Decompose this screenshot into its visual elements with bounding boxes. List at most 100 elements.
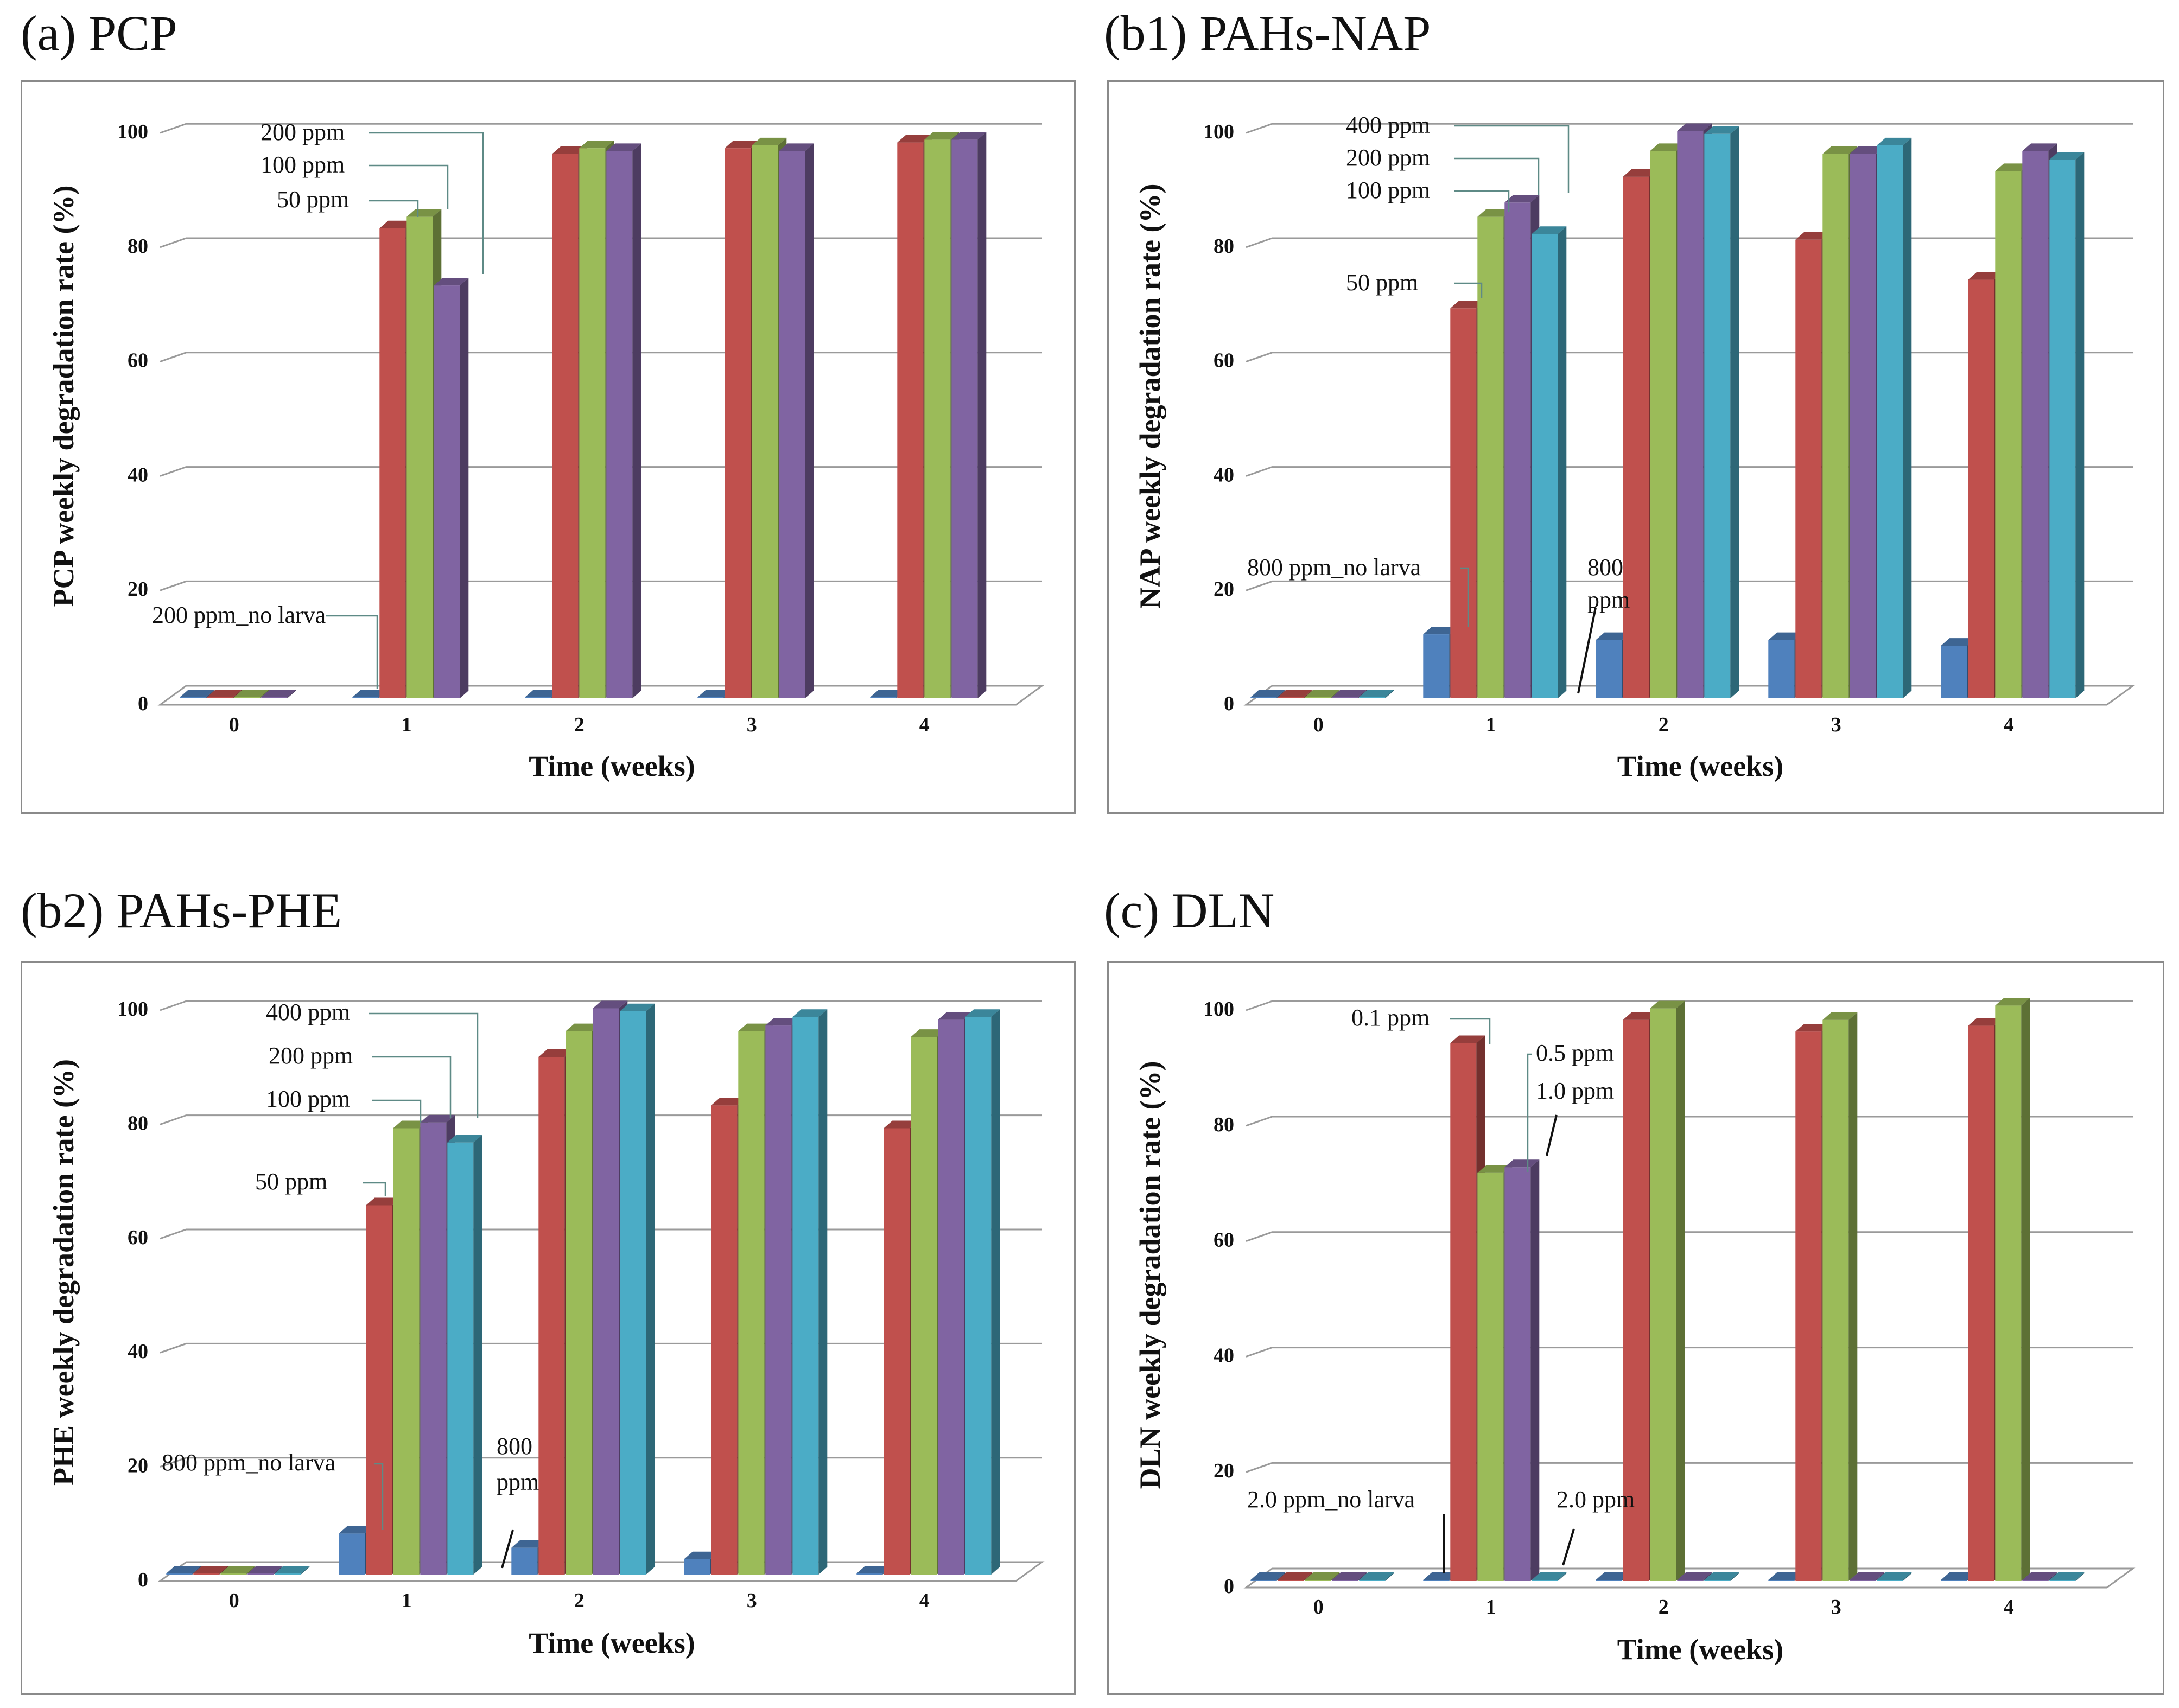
annotation-leader xyxy=(1527,1053,1532,1172)
bar-side xyxy=(2075,1572,2085,1581)
bar-top xyxy=(261,690,296,697)
gridline xyxy=(160,123,1042,134)
annotation-label: 800 ppm_no larva xyxy=(1247,554,1421,581)
bar-cyan xyxy=(1359,1572,1394,1581)
bar-top xyxy=(1532,226,1567,234)
bar-top xyxy=(1941,1572,1976,1580)
y-tick-label: 40 xyxy=(1214,1344,1234,1367)
x-tick-label: 4 xyxy=(919,1589,930,1612)
annotation-label: 2.0 ppm xyxy=(1557,1486,1635,1513)
x-axis-title: Time (weeks) xyxy=(1617,1633,1783,1666)
bar-side xyxy=(1331,1572,1340,1581)
bar-top xyxy=(697,690,733,697)
bar-front xyxy=(1423,634,1450,698)
x-tick-label: 2 xyxy=(574,713,585,736)
bar-front xyxy=(1968,1025,1994,1581)
bar-top xyxy=(1650,143,1685,151)
bar-front xyxy=(1650,1008,1676,1581)
bar-top xyxy=(938,1012,973,1020)
bar-top xyxy=(911,1029,946,1037)
bar-side xyxy=(1276,1572,1286,1581)
bar-cyan xyxy=(620,1003,655,1575)
x-tick-label: 4 xyxy=(919,713,930,736)
bar-top xyxy=(566,1023,601,1031)
bar-top xyxy=(951,132,987,140)
bar-purple xyxy=(1332,690,1367,698)
y-axis-title: DLN weekly degradation rate (%) xyxy=(1134,1061,1166,1489)
bar-side xyxy=(646,1003,655,1575)
bar-purple xyxy=(261,690,296,698)
bar-top xyxy=(166,1566,201,1573)
bar-top xyxy=(1677,123,1712,131)
bar-cyan xyxy=(1877,1572,1912,1581)
bar-top xyxy=(220,1566,256,1573)
bar-front xyxy=(620,1011,646,1575)
bar-top xyxy=(965,1009,1000,1017)
bar-side xyxy=(1358,690,1367,698)
bar-front xyxy=(684,1559,710,1575)
x-tick-label: 0 xyxy=(229,713,239,736)
bar-front xyxy=(1941,646,1967,698)
chart-nap: 0 20 40 60 80 100 0 1 2 3 4 Time (weeks) NAP weekly … xyxy=(1134,112,2136,782)
y-tick-label: 40 xyxy=(1214,463,1234,486)
bar-top xyxy=(1450,301,1485,309)
bar-top xyxy=(1795,1024,1831,1032)
y-axis-title: NAP weekly degradation rate (%) xyxy=(1134,184,1166,609)
bar-top xyxy=(538,1049,574,1057)
bar-front xyxy=(1450,308,1477,698)
y-tick-label: 0 xyxy=(138,692,148,715)
bar-front xyxy=(1332,697,1358,698)
bar-top xyxy=(1877,137,1912,145)
bar-front xyxy=(1995,1005,2022,1581)
bar-front xyxy=(897,142,924,698)
bar-front xyxy=(1504,1167,1531,1581)
bar-front xyxy=(1877,1580,1903,1581)
bar-top xyxy=(779,143,814,151)
bar-front xyxy=(752,145,778,698)
bar-top xyxy=(1477,1165,1513,1173)
bar-cyan xyxy=(275,1566,310,1575)
bar-top xyxy=(870,690,905,697)
bar-top xyxy=(1477,209,1513,217)
bar-side xyxy=(1903,1572,1912,1581)
bar-front xyxy=(606,151,633,698)
x-tick-label: 3 xyxy=(747,713,757,736)
bar-cyan xyxy=(447,1135,482,1575)
x-tick-label: 2 xyxy=(1659,713,1669,736)
annotation-leader xyxy=(501,1529,514,1569)
bar-front xyxy=(1995,171,2022,698)
bar-front xyxy=(193,1573,220,1575)
bar-side xyxy=(192,1566,201,1575)
bar-top xyxy=(2022,143,2057,151)
bar-front xyxy=(538,1056,565,1575)
annotation-leader xyxy=(1454,190,1510,212)
bar-side xyxy=(1558,1572,1567,1581)
bar-purple xyxy=(951,132,987,699)
x-tick-label: 1 xyxy=(1486,1596,1496,1618)
bar-top xyxy=(738,1023,773,1031)
bar-side xyxy=(1848,1012,1858,1581)
bar-front xyxy=(1677,1580,1704,1581)
y-tick-label: 60 xyxy=(1214,1229,1234,1252)
annotation-leader xyxy=(363,1182,386,1196)
bar-side xyxy=(1358,1572,1367,1581)
annotation-leader xyxy=(374,1463,384,1530)
bar-cyan xyxy=(1532,1572,1567,1581)
bar-front xyxy=(393,1128,420,1575)
bar-front xyxy=(856,1573,883,1575)
annotation-label: 100 ppm xyxy=(261,151,345,178)
bar-side xyxy=(301,1566,310,1575)
x-tick-label: 0 xyxy=(1313,1596,1324,1618)
x-tick-label: 4 xyxy=(2004,1596,2014,1618)
bar-side xyxy=(977,132,987,699)
bar-front xyxy=(951,139,978,699)
bar-side xyxy=(632,143,641,698)
y-tick-label: 0 xyxy=(138,1569,148,1591)
bar-top xyxy=(593,1000,628,1009)
bar-side xyxy=(233,690,242,698)
bar-red xyxy=(1278,690,1313,698)
bar-front xyxy=(1332,1580,1358,1581)
bar-purple xyxy=(1504,1159,1540,1581)
bar-front xyxy=(1704,1580,1731,1581)
